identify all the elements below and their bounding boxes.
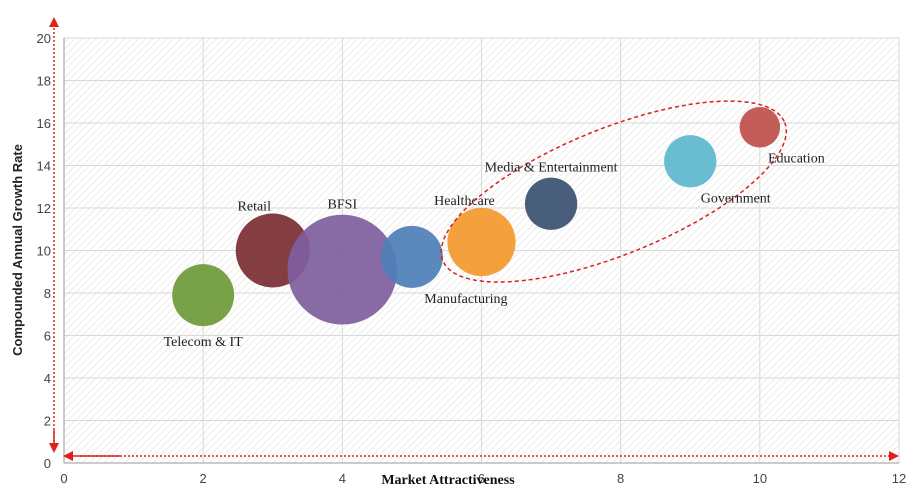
bubble-label: Manufacturing	[424, 292, 507, 307]
y-tick-label: 20	[37, 31, 51, 46]
bubble-label: Government	[701, 191, 771, 206]
y-tick-label: 6	[44, 329, 51, 344]
bubble	[739, 106, 781, 148]
y-tick-label: 2	[44, 414, 51, 429]
y-tick-label: 12	[37, 201, 51, 216]
x-tick-label: 10	[753, 471, 767, 486]
bubble-label: Telecom & IT	[164, 335, 244, 350]
bubble-label: Retail	[238, 200, 272, 215]
y-tick-label: 0	[44, 456, 51, 471]
bubble	[172, 264, 235, 327]
x-axis-tick-labels: 0 2 4 6 8 10 12	[60, 471, 906, 486]
bubble-label: Media & Entertainment	[485, 161, 618, 176]
y-tick-label: 8	[44, 286, 51, 301]
y-axis-tick-labels: 0 2 4 6 8 10 12 14 16 18 20	[37, 31, 51, 471]
bubble-label: BFSI	[328, 198, 358, 213]
highlight-ellipse	[440, 100, 788, 283]
axes	[63, 38, 899, 464]
x-tick-label: 0	[60, 471, 67, 486]
x-tick-label: 6	[478, 471, 485, 486]
x-tick-label: 4	[339, 471, 346, 486]
bubble	[664, 135, 717, 188]
bubble	[524, 177, 578, 230]
bubble-labels: Telecom & IT Retail BFSI Manufacturing Healt…	[164, 152, 825, 351]
y-tick-label: 16	[37, 116, 51, 131]
bubbles	[172, 106, 781, 327]
x-tick-label: 8	[617, 471, 624, 486]
y-tick-label: 4	[44, 371, 51, 386]
y-tick-label: 10	[37, 244, 51, 259]
bubble	[380, 225, 443, 288]
y-tick-label: 14	[37, 159, 51, 174]
x-tick-label: 2	[200, 471, 207, 486]
bubble-label: Healthcare	[434, 194, 495, 209]
bubble-label: Education	[768, 152, 825, 167]
bubble	[447, 207, 516, 277]
x-axis-label: Market Attractiveness	[381, 473, 515, 488]
x-tick-label: 12	[892, 471, 906, 486]
y-tick-label: 18	[37, 74, 51, 89]
y-axis-label: Compounded Annual Growth Rate	[10, 144, 25, 356]
bubble	[287, 214, 398, 325]
